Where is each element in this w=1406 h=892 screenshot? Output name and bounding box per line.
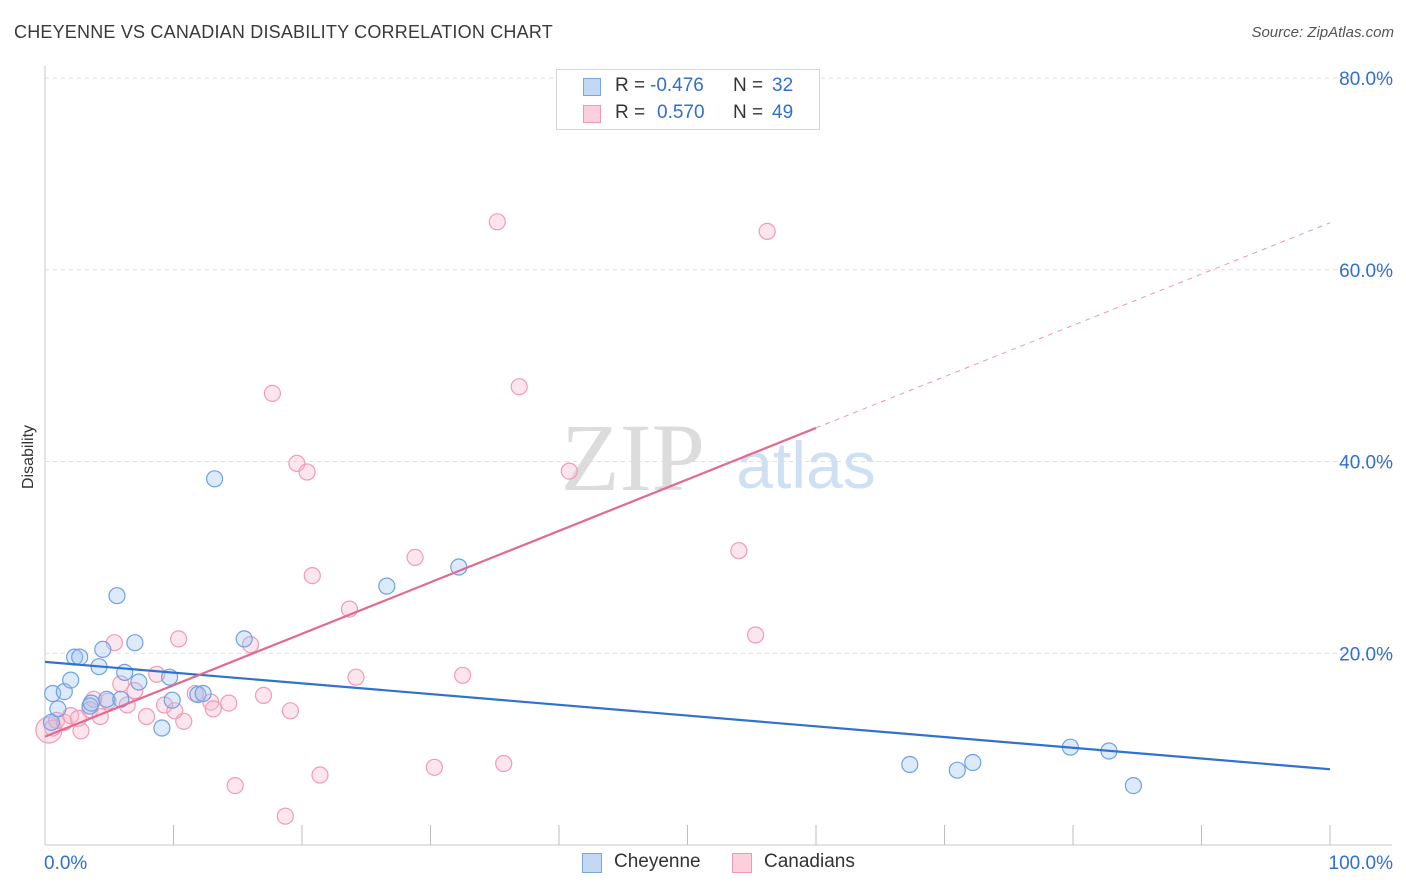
tick-labels: 20.0% 40.0% 60.0% 80.0% 0.0% 100.0% bbox=[44, 69, 1393, 874]
correlation-legend: R = -0.476 N = 32 R = 0.570 N = 49 bbox=[556, 69, 820, 130]
y-axis-label: Disability bbox=[20, 425, 37, 489]
cheyenne-point bbox=[189, 685, 207, 704]
cheyenne-point bbox=[235, 630, 253, 648]
n-label: N = bbox=[733, 102, 764, 123]
cheyenne-point bbox=[1124, 776, 1143, 795]
cheyenne-point bbox=[901, 755, 919, 774]
cheyenne-trend-line bbox=[44, 660, 1331, 771]
cheyenne-point bbox=[49, 700, 67, 718]
n-value: 32 bbox=[772, 75, 794, 96]
cheyenne-point bbox=[964, 753, 982, 772]
gridlines bbox=[45, 77, 1392, 654]
y-tick-label: 80.0% bbox=[1339, 69, 1393, 90]
canadians-point bbox=[281, 702, 299, 720]
canadians-point bbox=[454, 666, 472, 684]
cheyenne-point bbox=[206, 470, 224, 488]
canadians-trend-line bbox=[44, 426, 817, 738]
canadians-point bbox=[311, 766, 329, 784]
canadians-point bbox=[425, 758, 443, 776]
x-tick-label: 0.0% bbox=[44, 853, 87, 874]
cheyenne-point bbox=[194, 684, 212, 703]
cheyenne-point bbox=[71, 648, 89, 666]
watermark: ZIP atlas bbox=[561, 404, 876, 511]
canadians-point bbox=[347, 668, 365, 686]
r-label: R = bbox=[615, 102, 646, 123]
cheyenne-swatch bbox=[583, 78, 601, 96]
cheyenne-point bbox=[98, 690, 116, 708]
canadians-point bbox=[137, 707, 156, 726]
legend-row-cheyenne: R = -0.476 N = 32 bbox=[557, 75, 819, 99]
trend-lines bbox=[44, 222, 1331, 771]
legend-row-canadians: R = 0.570 N = 49 bbox=[557, 102, 819, 126]
canadians-point bbox=[220, 694, 238, 712]
y-tick-label: 20.0% bbox=[1339, 644, 1393, 665]
canadians-point bbox=[560, 462, 578, 480]
canadians-point bbox=[406, 548, 424, 567]
canadians-point bbox=[488, 213, 506, 231]
canadians-point bbox=[175, 712, 193, 730]
watermark-zip: ZIP bbox=[561, 404, 705, 511]
r-value: 0.570 bbox=[657, 102, 705, 123]
canadians-point bbox=[510, 378, 528, 396]
cheyenne-point bbox=[130, 673, 148, 691]
source-label: Source: ZipAtlas.com bbox=[1251, 24, 1394, 41]
y-tick-label: 40.0% bbox=[1339, 453, 1393, 474]
canadians-point bbox=[495, 754, 513, 773]
n-value: 49 bbox=[772, 102, 794, 123]
canadians-point bbox=[126, 681, 144, 700]
x-tick-label: 100.0% bbox=[1329, 853, 1394, 874]
r-label: R = bbox=[615, 75, 646, 96]
cheyenne-legend-swatch bbox=[582, 853, 602, 873]
canadians-point bbox=[170, 630, 188, 648]
canadians-point bbox=[263, 384, 281, 402]
canadians-point bbox=[730, 542, 748, 560]
cheyenne-point bbox=[153, 719, 171, 737]
canadians-legend-swatch bbox=[732, 853, 752, 873]
cheyenne-legend-label: Cheyenne bbox=[614, 851, 701, 872]
canadians-point bbox=[276, 807, 294, 825]
axes bbox=[44, 66, 1392, 846]
watermark-atlas: atlas bbox=[736, 428, 875, 502]
n-label: N = bbox=[733, 75, 764, 96]
cheyenne-point bbox=[126, 634, 144, 652]
cheyenne-point bbox=[82, 694, 100, 712]
canadians-point bbox=[746, 626, 765, 644]
cheyenne-point bbox=[62, 671, 80, 689]
canadians-point bbox=[226, 776, 244, 795]
cheyenne-point bbox=[163, 691, 181, 709]
canadians-point bbox=[204, 700, 222, 718]
canadians-point bbox=[254, 686, 273, 705]
chart-title: CHEYENNE VS CANADIAN DISABILITY CORRELAT… bbox=[14, 22, 553, 42]
cheyenne-point bbox=[81, 697, 99, 715]
canadians-points bbox=[35, 213, 776, 825]
canadians-swatch bbox=[583, 105, 601, 123]
canadians-point bbox=[758, 222, 776, 240]
canadians-point bbox=[298, 463, 316, 481]
cheyenne-point bbox=[116, 663, 134, 682]
y-tick-label: 60.0% bbox=[1339, 261, 1393, 282]
cheyenne-point bbox=[108, 587, 126, 605]
canadians-legend-label: Canadians bbox=[764, 851, 855, 872]
canadians-trend-extension bbox=[815, 222, 1331, 429]
r-value: -0.476 bbox=[650, 75, 704, 96]
cheyenne-points bbox=[42, 470, 1143, 795]
cheyenne-point bbox=[948, 761, 966, 779]
canadians-point bbox=[303, 566, 321, 585]
cheyenne-point bbox=[378, 577, 396, 595]
cheyenne-point bbox=[94, 640, 112, 659]
